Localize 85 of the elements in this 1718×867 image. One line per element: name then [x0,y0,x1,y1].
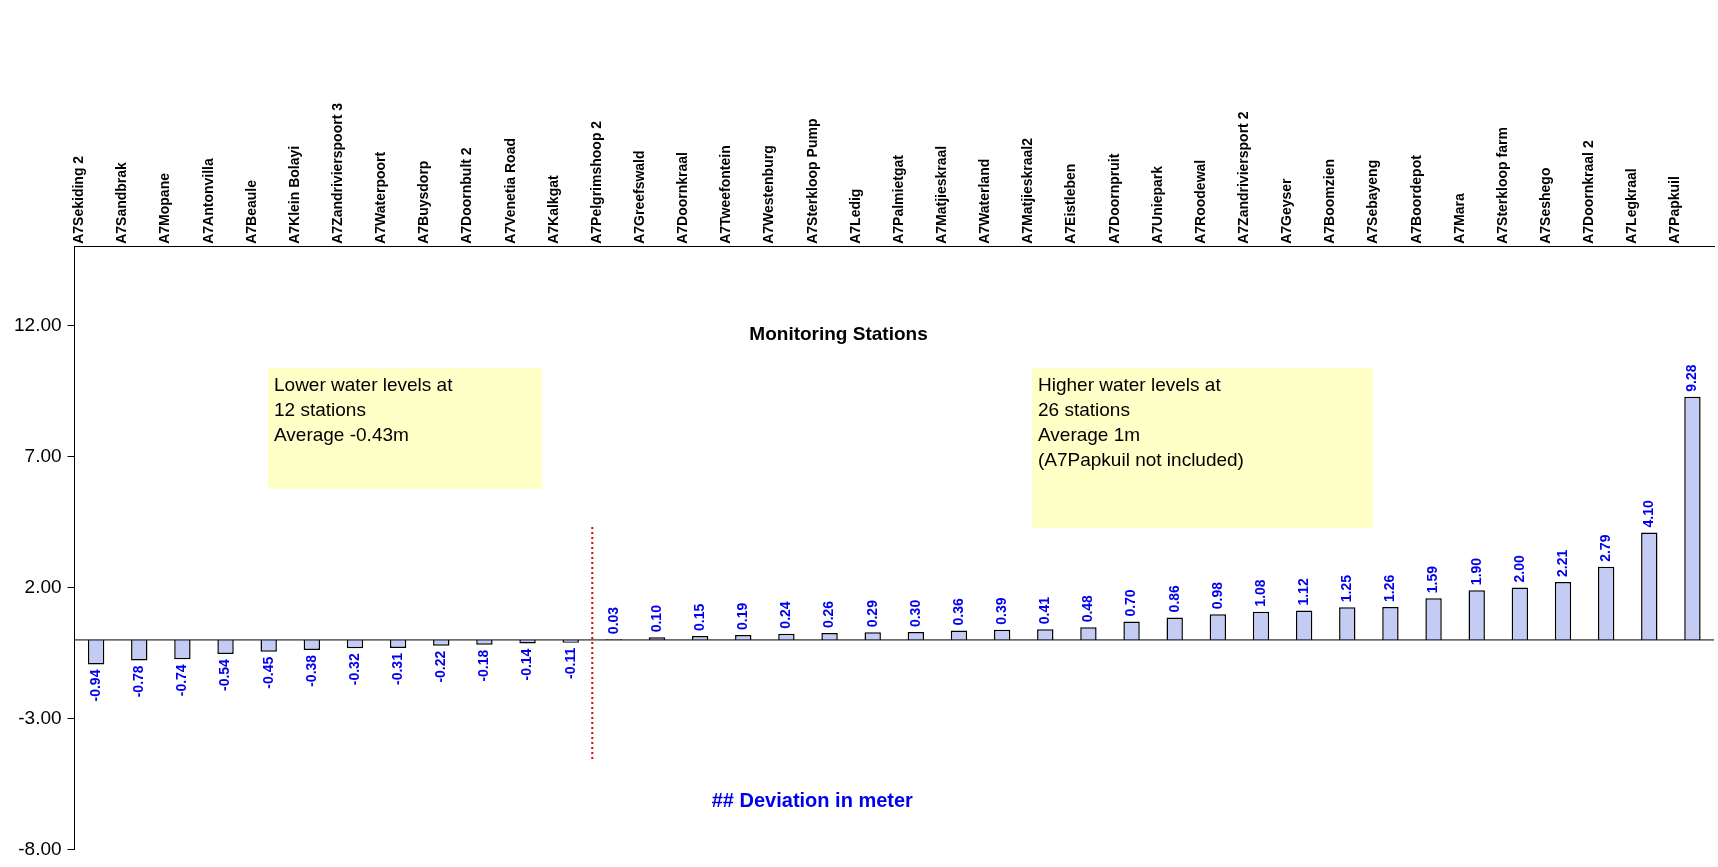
x-tick-label: A7Tweefontein [717,145,734,244]
data-label: 1.59 [1424,565,1441,594]
annotation: Higher water levels at 26 stations Average 1m (A7Papkuil not included) [1037,372,1244,472]
data-label: 4.10 [1640,500,1657,528]
x-tick-label: A7Papkuil [1666,176,1683,244]
x-tick-label: A7Boordepot [1407,154,1424,244]
data-label: -0.22 [432,650,449,683]
data-label: 1.25 [1338,574,1355,603]
data-label: 0.30 [906,599,923,628]
x-tick-label: A7Waterpoort [372,151,389,244]
y-tick-label: -3.00 [18,706,62,728]
x-tick-label: A7Doornkraal [674,152,691,244]
x-tick-label: A7Westenburg [760,145,777,244]
x-tick-label: A7Sterkloop Pump [803,118,820,244]
x-tick-label: A7Klein Bolayi [285,145,302,244]
data-label: 0.15 [690,603,707,631]
data-label: 0.03 [604,606,621,635]
data-label: -0.14 [518,648,535,681]
x-tick-label: A7Waterland [976,158,993,244]
data-label: 1.08 [1251,579,1268,607]
data-label: 0.39 [992,597,1009,625]
x-tick-label: A7Doornkraal 2 [1580,140,1597,244]
data-label: 0.98 [1208,581,1225,610]
data-label: -0.45 [259,656,276,689]
data-label: 0.36 [949,598,966,626]
x-tick-label: A7Boomzien [1321,159,1338,244]
data-label: -0.74 [173,664,190,697]
x-tick-label: A7Venetia Road [501,137,518,244]
x-tick-label: A7Legkraal [1623,168,1640,244]
x-tick-label: A7Ledig [846,188,863,244]
data-label: -0.11 [561,647,578,679]
data-label: 1.12 [1295,578,1311,606]
x-tick-label: A7Kalkgat [544,175,561,244]
data-label: 0.10 [647,604,664,633]
x-tick-label: A7Sekiding 2 [70,155,87,244]
data-label: 9.28 [1683,364,1700,392]
data-label: 0.86 [1165,584,1182,613]
y-tick-label: 12.00 [14,313,62,335]
annotation: Lower water levels at 12 stations Average -0.43m [274,372,453,447]
x-tick-label: A7Pelgrimshoop 2 [587,120,604,244]
data-label: -0.32 [345,653,362,686]
data-label: 2.21 [1553,549,1570,578]
data-label: 2.79 [1597,534,1613,562]
x-tick-label: A7Greefswald [631,150,648,244]
x-tick-label: A7Doornpruit [1105,153,1122,244]
x-tick-label: A7Sebayeng [1364,159,1381,244]
data-label: 0.24 [777,601,794,629]
data-label: 0.70 [1122,589,1139,617]
text: Monitoring Stations [749,323,928,345]
annotation: ## Deviation in meter [711,788,914,811]
data-label: -0.94 [86,669,103,702]
data-label: -0.31 [388,652,405,685]
x-tick-label: A7Sterkloop farm [1493,127,1510,244]
data-label: 2.00 [1510,555,1527,583]
data-label: -0.18 [475,649,492,682]
x-tick-label: A7Eistleben [1062,163,1079,244]
x-tick-label: A7Palmietgat [889,154,906,244]
data-label: 0.19 [734,602,751,630]
x-tick-label: A7Seshego [1537,167,1554,244]
data-label: 0.41 [1036,596,1053,625]
data-label: 1.90 [1467,557,1484,586]
y-tick-label: -8.00 [18,837,62,859]
x-tick-label: A7Buysdorp [415,160,432,244]
data-label: 0.48 [1079,594,1096,623]
data-label: -0.78 [130,665,147,698]
data-label: 1.26 [1381,574,1398,602]
x-tick-label: A7Mopane [156,172,173,244]
x-tick-label: A7Beaule [242,179,259,244]
x-tick-label: A7Matjieskraal2 [1019,137,1036,244]
x-tick-label: A7Uniepark [1148,165,1165,244]
data-label: -0.38 [302,654,319,687]
data-label: -0.54 [216,658,233,692]
x-tick-label: A7Zandriviersport 2 [1235,111,1252,244]
x-tick-label: A7Matjieskraal [933,145,950,244]
x-tick-label: A7Mara [1450,193,1467,244]
y-tick-label: 2.00 [24,575,62,597]
data-label: 0.29 [863,599,880,628]
x-tick-label: A7Zandrivierspoort 3 [329,102,346,244]
x-tick-label: A7Roodewal [1191,159,1208,244]
data-label: 0.26 [820,600,837,629]
y-tick-label: 7.00 [24,444,62,466]
x-tick-label: A7Geyser [1278,177,1295,244]
x-tick-label: A7Sandbrak [113,161,130,244]
x-tick-label: A7Antonvilla [199,158,216,244]
x-tick-label: A7Doornbult 2 [458,147,475,244]
